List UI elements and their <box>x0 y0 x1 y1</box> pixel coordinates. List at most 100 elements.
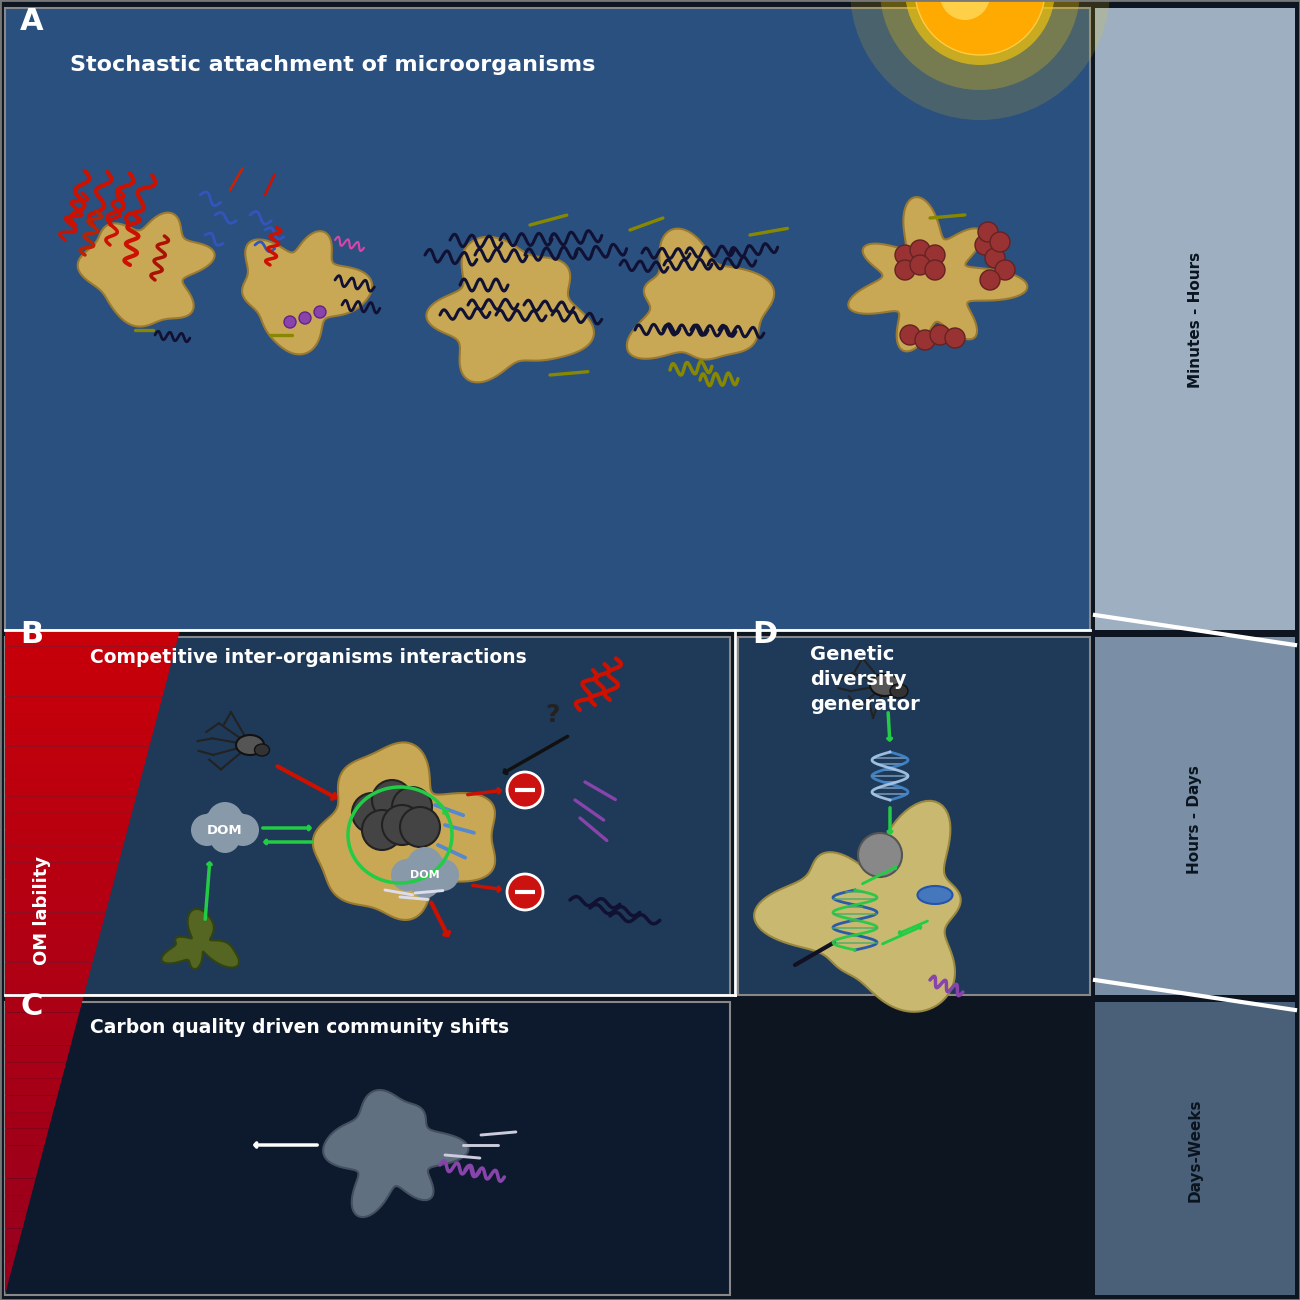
Circle shape <box>410 868 439 898</box>
Polygon shape <box>5 1262 14 1278</box>
Circle shape <box>978 222 998 242</box>
Text: D: D <box>751 620 777 649</box>
Bar <box>5 8 1089 630</box>
Polygon shape <box>5 1096 57 1111</box>
Ellipse shape <box>237 734 264 755</box>
Circle shape <box>894 260 915 280</box>
Circle shape <box>400 855 429 884</box>
Circle shape <box>211 823 240 853</box>
Circle shape <box>391 859 423 891</box>
Polygon shape <box>5 1013 79 1030</box>
Polygon shape <box>5 1228 22 1245</box>
Text: Genetic
diversity
generator: Genetic diversity generator <box>810 645 920 714</box>
Polygon shape <box>5 962 92 979</box>
Polygon shape <box>5 1128 49 1145</box>
Circle shape <box>926 244 945 265</box>
Ellipse shape <box>255 744 269 757</box>
Circle shape <box>991 231 1010 252</box>
Circle shape <box>191 814 224 846</box>
Polygon shape <box>5 646 176 663</box>
Circle shape <box>915 0 1045 55</box>
Circle shape <box>400 807 439 848</box>
Polygon shape <box>5 1079 62 1096</box>
Circle shape <box>880 0 1080 90</box>
Circle shape <box>207 802 243 838</box>
Circle shape <box>382 805 422 845</box>
Circle shape <box>221 811 250 839</box>
Polygon shape <box>5 763 146 780</box>
Circle shape <box>858 833 902 878</box>
Bar <box>1095 637 1295 994</box>
Polygon shape <box>5 946 98 962</box>
Polygon shape <box>5 846 124 863</box>
Polygon shape <box>848 198 1027 351</box>
Circle shape <box>900 325 920 344</box>
Circle shape <box>352 793 393 833</box>
Circle shape <box>407 848 443 883</box>
Polygon shape <box>5 746 150 763</box>
Polygon shape <box>5 812 131 829</box>
Circle shape <box>910 255 929 276</box>
Polygon shape <box>5 863 118 879</box>
Circle shape <box>975 235 994 255</box>
Text: C: C <box>20 992 43 1020</box>
Polygon shape <box>627 229 774 360</box>
Text: DOM: DOM <box>207 823 243 836</box>
Polygon shape <box>313 742 495 920</box>
Circle shape <box>994 260 1015 280</box>
Polygon shape <box>5 1030 75 1045</box>
Circle shape <box>985 248 1005 268</box>
Circle shape <box>361 810 402 850</box>
Text: Minutes - Hours: Minutes - Hours <box>1187 252 1202 389</box>
Bar <box>1095 1002 1295 1295</box>
Polygon shape <box>242 231 372 355</box>
Bar <box>5 1002 731 1295</box>
Polygon shape <box>5 1162 40 1179</box>
Polygon shape <box>426 237 594 382</box>
Text: Carbon quality driven community shifts: Carbon quality driven community shifts <box>90 1018 510 1037</box>
Ellipse shape <box>918 887 953 903</box>
Polygon shape <box>5 663 172 680</box>
Circle shape <box>940 0 991 20</box>
Circle shape <box>283 316 296 328</box>
Polygon shape <box>161 909 239 970</box>
Polygon shape <box>5 729 153 746</box>
Polygon shape <box>5 930 101 946</box>
Circle shape <box>421 855 448 884</box>
Circle shape <box>393 786 432 827</box>
Polygon shape <box>5 979 88 996</box>
Text: Stochastic attachment of microorganisms: Stochastic attachment of microorganisms <box>70 55 595 75</box>
Circle shape <box>910 240 929 260</box>
Polygon shape <box>5 913 105 929</box>
Polygon shape <box>5 780 140 796</box>
Circle shape <box>980 270 1000 290</box>
Text: Competitive inter-organisms interactions: Competitive inter-organisms interactions <box>90 647 526 667</box>
Text: DOM: DOM <box>411 870 439 880</box>
Text: OM lability: OM lability <box>32 855 51 965</box>
Polygon shape <box>5 896 110 913</box>
Polygon shape <box>5 996 83 1013</box>
Polygon shape <box>5 680 166 697</box>
Circle shape <box>299 312 311 324</box>
Bar <box>738 637 1089 994</box>
Text: ?: ? <box>545 703 559 727</box>
Polygon shape <box>5 1112 53 1128</box>
Circle shape <box>202 811 229 839</box>
Circle shape <box>945 328 965 348</box>
Polygon shape <box>5 714 159 729</box>
Circle shape <box>315 306 326 318</box>
Circle shape <box>894 244 915 265</box>
Bar <box>1095 8 1295 630</box>
Polygon shape <box>5 697 162 714</box>
Text: A: A <box>20 6 44 36</box>
Polygon shape <box>5 630 179 646</box>
Polygon shape <box>754 801 961 1011</box>
Polygon shape <box>5 1245 18 1262</box>
Polygon shape <box>5 796 136 812</box>
Polygon shape <box>5 1212 27 1228</box>
Text: Hours - Days: Hours - Days <box>1187 766 1202 875</box>
Circle shape <box>227 814 259 846</box>
Circle shape <box>905 0 1056 65</box>
Circle shape <box>426 859 459 891</box>
Polygon shape <box>5 829 127 846</box>
